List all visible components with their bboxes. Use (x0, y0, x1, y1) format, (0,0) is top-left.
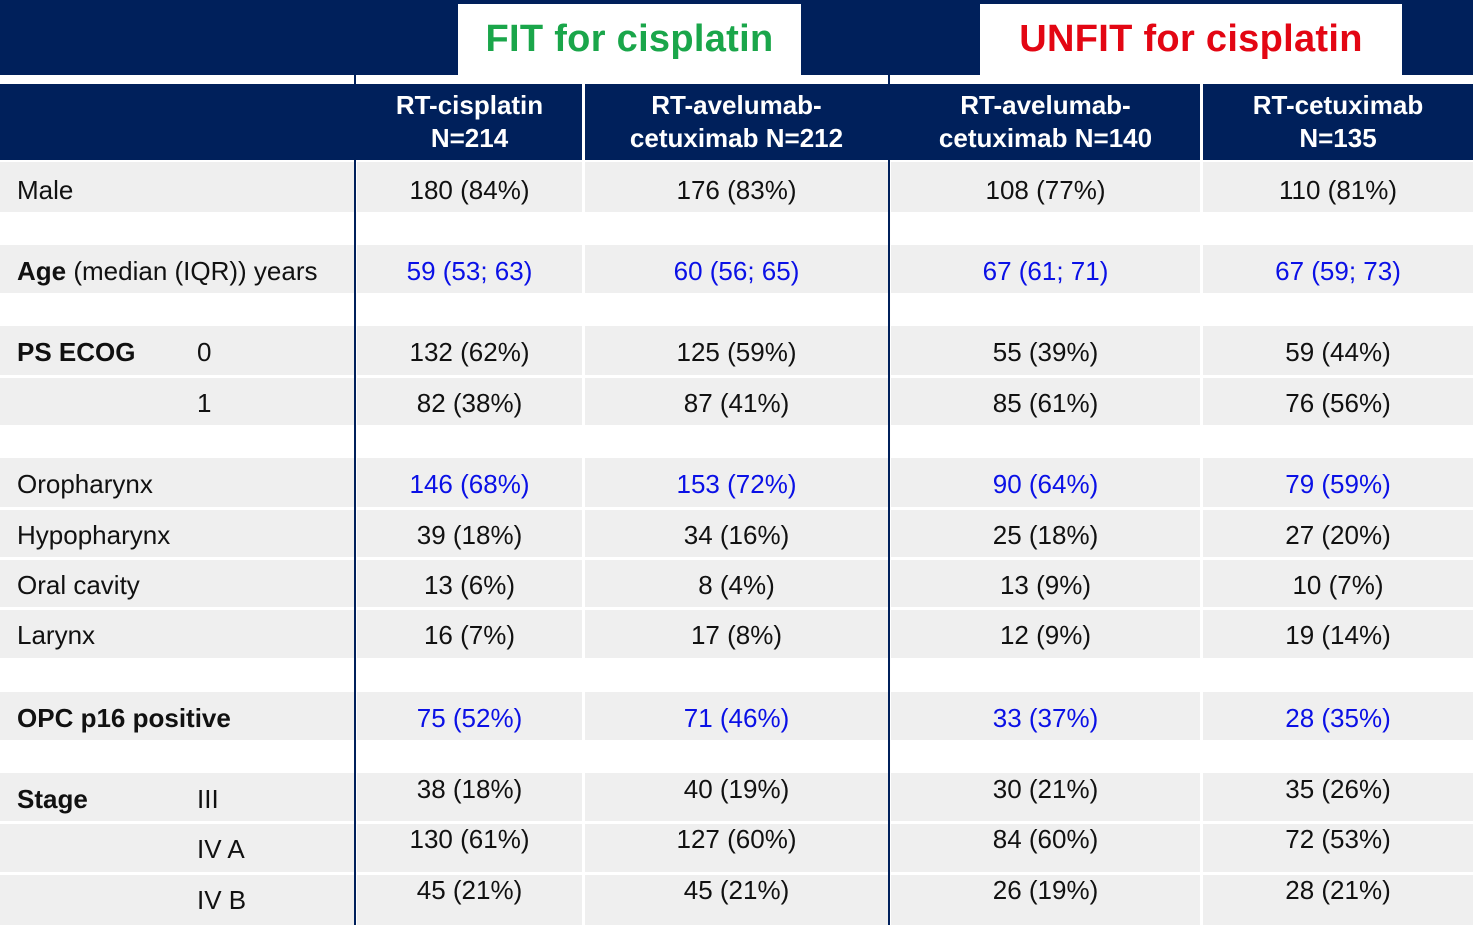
table-cell: 45 (21%) (683, 875, 790, 905)
column-header-line1: RT-cetuximab (1252, 90, 1424, 120)
table-cell: 85 (61%) (992, 388, 1099, 418)
column-header-rt-avelumab-fit: RT-avelumab-cetuximab N=212 (585, 84, 888, 160)
table-row-larynx: Larynx 16 (7%) 17 (8%) 12 (9%) 19 (14%) (0, 610, 1473, 658)
table-row-hypopharynx: Hypopharynx 39 (18%) 34 (16%) 25 (18%) 2… (0, 510, 1473, 557)
table-row-stage-iii: Stage III 38 (18%) 40 (19%) 30 (21%) 35 … (0, 773, 1473, 821)
row-label-rest: (median (IQR)) years (66, 256, 318, 286)
row-label: Stage (17, 784, 88, 814)
table-cell: 40 (19%) (683, 774, 790, 804)
table-cell: 130 (61%) (409, 824, 530, 854)
table-cell: 75 (52%) (416, 703, 523, 733)
row-sublabel: IV B (197, 885, 247, 915)
table-cell: 125 (59%) (676, 337, 797, 367)
table-row-stage-ivb: IV B 45 (21%) 45 (21%) 26 (19%) 28 (21%) (0, 875, 1473, 925)
table-cell: 79 (59%) (1285, 469, 1391, 499)
column-header-line2: cetuximab N=140 (938, 123, 1153, 153)
row-sublabel: 0 (197, 337, 212, 367)
row-label: PS ECOG (17, 337, 136, 367)
row-label: Male (17, 175, 74, 205)
row-label: OPC p16 positive (17, 703, 231, 733)
table-cell: 45 (21%) (416, 875, 523, 905)
table-cell: 8 (4%) (698, 570, 775, 600)
column-header-line1: RT-avelumab- (651, 90, 822, 120)
unfit-group-label: UNFIT for cisplatin (980, 4, 1402, 75)
fit-group-label: FIT for cisplatin (458, 4, 801, 75)
column-header-rt-cetuximab: RT-cetuximab N=135 (1203, 84, 1473, 160)
table-cell: 13 (9%) (999, 570, 1092, 600)
table-cell: 84 (60%) (992, 824, 1099, 854)
table-cell: 67 (61; 71) (982, 256, 1109, 286)
table-cell: 127 (60%) (676, 824, 797, 854)
table-cell: 19 (14%) (1285, 620, 1391, 650)
header-divider (1200, 84, 1203, 160)
table-cell: 72 (53%) (1285, 824, 1391, 854)
table-row-male: Male 180 (84%) 176 (83%) 108 (77%) 110 (… (0, 162, 1473, 212)
table-cell: 28 (21%) (1285, 875, 1391, 905)
table-row-ps-ecog-1: 1 82 (38%) 87 (41%) 85 (61%) 76 (56%) (0, 378, 1473, 425)
table-cell: 146 (68%) (409, 469, 530, 499)
table-row-age: Age (median (IQR)) years 59 (53; 63) 60 … (0, 245, 1473, 293)
table-cell: 87 (41%) (683, 388, 790, 418)
row-label: Age (median (IQR)) years (17, 256, 318, 287)
table-cell: 13 (6%) (423, 570, 516, 600)
column-header-line1: RT-avelumab- (960, 90, 1131, 120)
table-cell: 33 (37%) (992, 703, 1099, 733)
column-header-rt-cisplatin: RT-cisplatin N=214 (357, 84, 582, 160)
table-cell: 59 (44%) (1285, 337, 1391, 367)
table-cell: 12 (9%) (999, 620, 1092, 650)
table-cell: 25 (18%) (992, 520, 1099, 550)
row-label-bold: Age (17, 256, 67, 286)
table-cell: 153 (72%) (676, 469, 797, 499)
table-cell: 90 (64%) (992, 469, 1099, 499)
column-header-line2: N=135 (1299, 123, 1377, 153)
column-header-line1: RT-cisplatin (395, 90, 544, 120)
table-row-ps-ecog-0: PS ECOG 0 132 (62%) 125 (59%) 55 (39%) 5… (0, 326, 1473, 375)
column-header-rt-avelumab-unfit: RT-avelumab-cetuximab N=140 (891, 84, 1200, 160)
table-cell: 16 (7%) (423, 620, 516, 650)
table-row-opc-p16: OPC p16 positive 75 (52%) 71 (46%) 33 (3… (0, 692, 1473, 740)
table-row-oral-cavity: Oral cavity 13 (6%) 8 (4%) 13 (9%) 10 (7… (0, 560, 1473, 607)
row-label: Larynx (17, 620, 96, 650)
table-cell: 176 (83%) (676, 175, 797, 205)
table-cell: 30 (21%) (992, 774, 1099, 804)
table-row-stage-iva: IV A 130 (61%) 127 (60%) 84 (60%) 72 (53… (0, 824, 1473, 872)
table-cell: 132 (62%) (409, 337, 530, 367)
vertical-divider-label-column (354, 0, 356, 925)
table-cell: 59 (53; 63) (406, 256, 533, 286)
row-label: Oral cavity (17, 570, 140, 600)
table-cell: 60 (56; 65) (673, 256, 800, 286)
header-divider (582, 84, 585, 160)
table-cell: 38 (18%) (416, 774, 523, 804)
table-cell: 10 (7%) (1292, 570, 1384, 600)
table-cell: 26 (19%) (992, 875, 1099, 905)
row-label: Oropharynx (17, 469, 153, 499)
table-cell: 71 (46%) (683, 703, 790, 733)
column-header-line2: cetuximab N=212 (629, 123, 844, 153)
column-header-line2: N=214 (430, 123, 509, 153)
table-cell: 17 (8%) (690, 620, 783, 650)
table-cell: 34 (16%) (683, 520, 790, 550)
table-cell: 82 (38%) (416, 388, 523, 418)
table-cell: 35 (26%) (1285, 774, 1391, 804)
row-sublabel: 1 (197, 388, 212, 418)
table-cell: 27 (20%) (1285, 520, 1391, 550)
table-cell: 55 (39%) (992, 337, 1099, 367)
vertical-divider-fit-unfit (888, 0, 890, 925)
table-cell: 28 (35%) (1285, 703, 1391, 733)
table-cell: 180 (84%) (409, 175, 530, 205)
row-sublabel: IV A (197, 834, 245, 864)
table-cell: 67 (59; 73) (1275, 256, 1401, 286)
table-cell: 76 (56%) (1285, 388, 1391, 418)
row-label: Hypopharynx (17, 520, 171, 550)
table-row-oropharynx: Oropharynx 146 (68%) 153 (72%) 90 (64%) … (0, 458, 1473, 507)
table-cell: 108 (77%) (985, 175, 1106, 205)
row-sublabel: III (197, 784, 219, 814)
table-cell: 39 (18%) (416, 520, 523, 550)
table-cell: 110 (81%) (1278, 175, 1398, 205)
